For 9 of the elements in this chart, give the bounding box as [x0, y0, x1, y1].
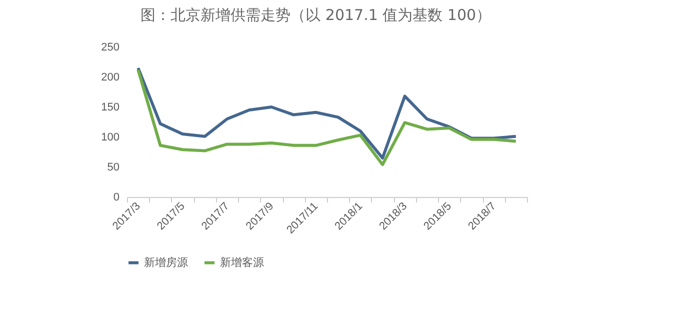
- legend-label: 新增客源: [220, 256, 264, 269]
- y-tick-label: 250: [101, 42, 120, 54]
- y-tick-label: 100: [101, 132, 120, 144]
- y-tick-label: 150: [101, 102, 120, 114]
- legend-label: 新增房源: [144, 256, 188, 269]
- y-tick-label: 0: [113, 192, 120, 204]
- y-tick-label: 200: [101, 72, 120, 84]
- chart-title: 图：北京新增供需走势（以 2017.1 值为基数 100）: [140, 6, 492, 24]
- y-tick-label: 50: [107, 162, 120, 174]
